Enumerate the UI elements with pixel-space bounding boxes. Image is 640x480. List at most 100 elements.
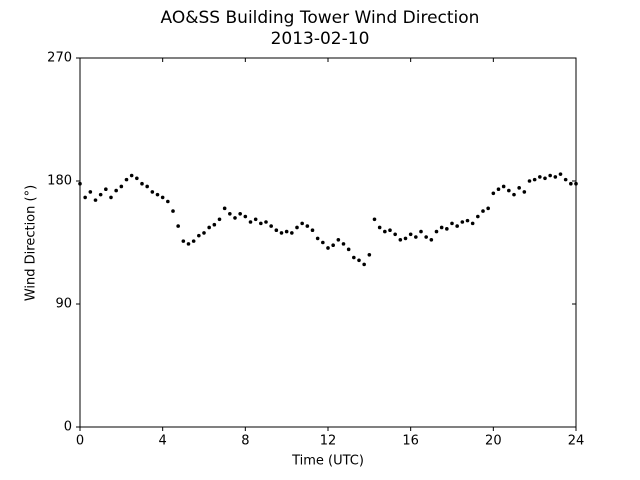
point (569, 181, 573, 186)
point (145, 184, 149, 189)
point (150, 190, 155, 194)
point (538, 175, 542, 179)
point (93, 198, 98, 202)
x-tick-label: 20 (485, 434, 502, 449)
point (212, 222, 217, 227)
point (553, 175, 558, 179)
point (465, 218, 470, 223)
point (532, 177, 537, 182)
point (315, 236, 320, 241)
point (372, 217, 377, 222)
chart-title: AO&SS Building Tower Wind Direction (161, 8, 480, 28)
point (336, 237, 341, 242)
point (186, 242, 191, 246)
point (383, 229, 387, 234)
point (155, 192, 160, 197)
point (439, 225, 444, 230)
point (512, 192, 516, 197)
point (470, 221, 475, 226)
point (414, 235, 418, 239)
point (408, 232, 413, 237)
point (259, 221, 263, 226)
point (419, 229, 423, 234)
x-axis-label: Time (UTC) (291, 454, 364, 469)
point (486, 206, 490, 211)
point (160, 195, 165, 200)
point (88, 190, 93, 194)
point (248, 220, 253, 224)
point (264, 220, 268, 224)
point (563, 177, 568, 182)
point (352, 255, 356, 260)
point (140, 181, 144, 186)
point (341, 242, 346, 246)
point (207, 225, 211, 230)
point (202, 231, 206, 235)
point (109, 195, 113, 200)
point (78, 181, 82, 186)
y-axis-label: Wind Direction (°) (24, 185, 39, 301)
point (295, 225, 299, 230)
point (362, 262, 366, 267)
point (284, 229, 289, 234)
point (388, 228, 392, 232)
point (119, 184, 124, 189)
point (574, 181, 578, 186)
x-tick-label: 8 (241, 434, 249, 449)
point (171, 209, 175, 213)
point (197, 233, 201, 238)
point (233, 216, 237, 220)
point (176, 224, 180, 228)
point (300, 221, 304, 226)
x-tick-label: 0 (76, 434, 84, 449)
point (279, 231, 284, 235)
point (238, 212, 242, 216)
point (222, 206, 227, 211)
point (429, 237, 434, 242)
point (558, 172, 563, 176)
point (434, 229, 439, 234)
point (403, 236, 408, 241)
point (191, 239, 196, 243)
x-tick-label: 16 (402, 434, 419, 449)
point (98, 192, 103, 197)
y-tick-label: 180 (47, 174, 72, 189)
point (326, 246, 330, 250)
point (243, 214, 248, 219)
point (548, 173, 552, 178)
point (83, 195, 87, 200)
point (274, 228, 279, 232)
point (455, 224, 459, 228)
point (543, 176, 547, 181)
point (135, 176, 139, 181)
point (398, 237, 403, 242)
point (445, 227, 449, 231)
point (114, 188, 118, 193)
point (124, 177, 129, 182)
y-tick-label: 90 (55, 297, 72, 312)
point (166, 199, 170, 204)
point (217, 217, 222, 222)
point (450, 221, 454, 226)
point (476, 214, 480, 219)
point (321, 240, 325, 245)
point (181, 239, 186, 243)
y-tick-label: 270 (47, 51, 72, 66)
point (331, 243, 335, 248)
point (269, 224, 273, 228)
point (346, 247, 351, 252)
point (501, 184, 506, 189)
y-tick-label: 0 (64, 420, 72, 435)
point (522, 190, 527, 194)
point (253, 217, 258, 222)
point (228, 212, 232, 216)
point (527, 179, 532, 183)
plot-frame (79, 57, 577, 428)
x-tick-label: 24 (568, 434, 585, 449)
point (310, 228, 315, 232)
point (367, 253, 372, 257)
chart-subtitle: 2013-02-10 (271, 29, 370, 49)
point (393, 232, 397, 237)
point (104, 187, 108, 191)
